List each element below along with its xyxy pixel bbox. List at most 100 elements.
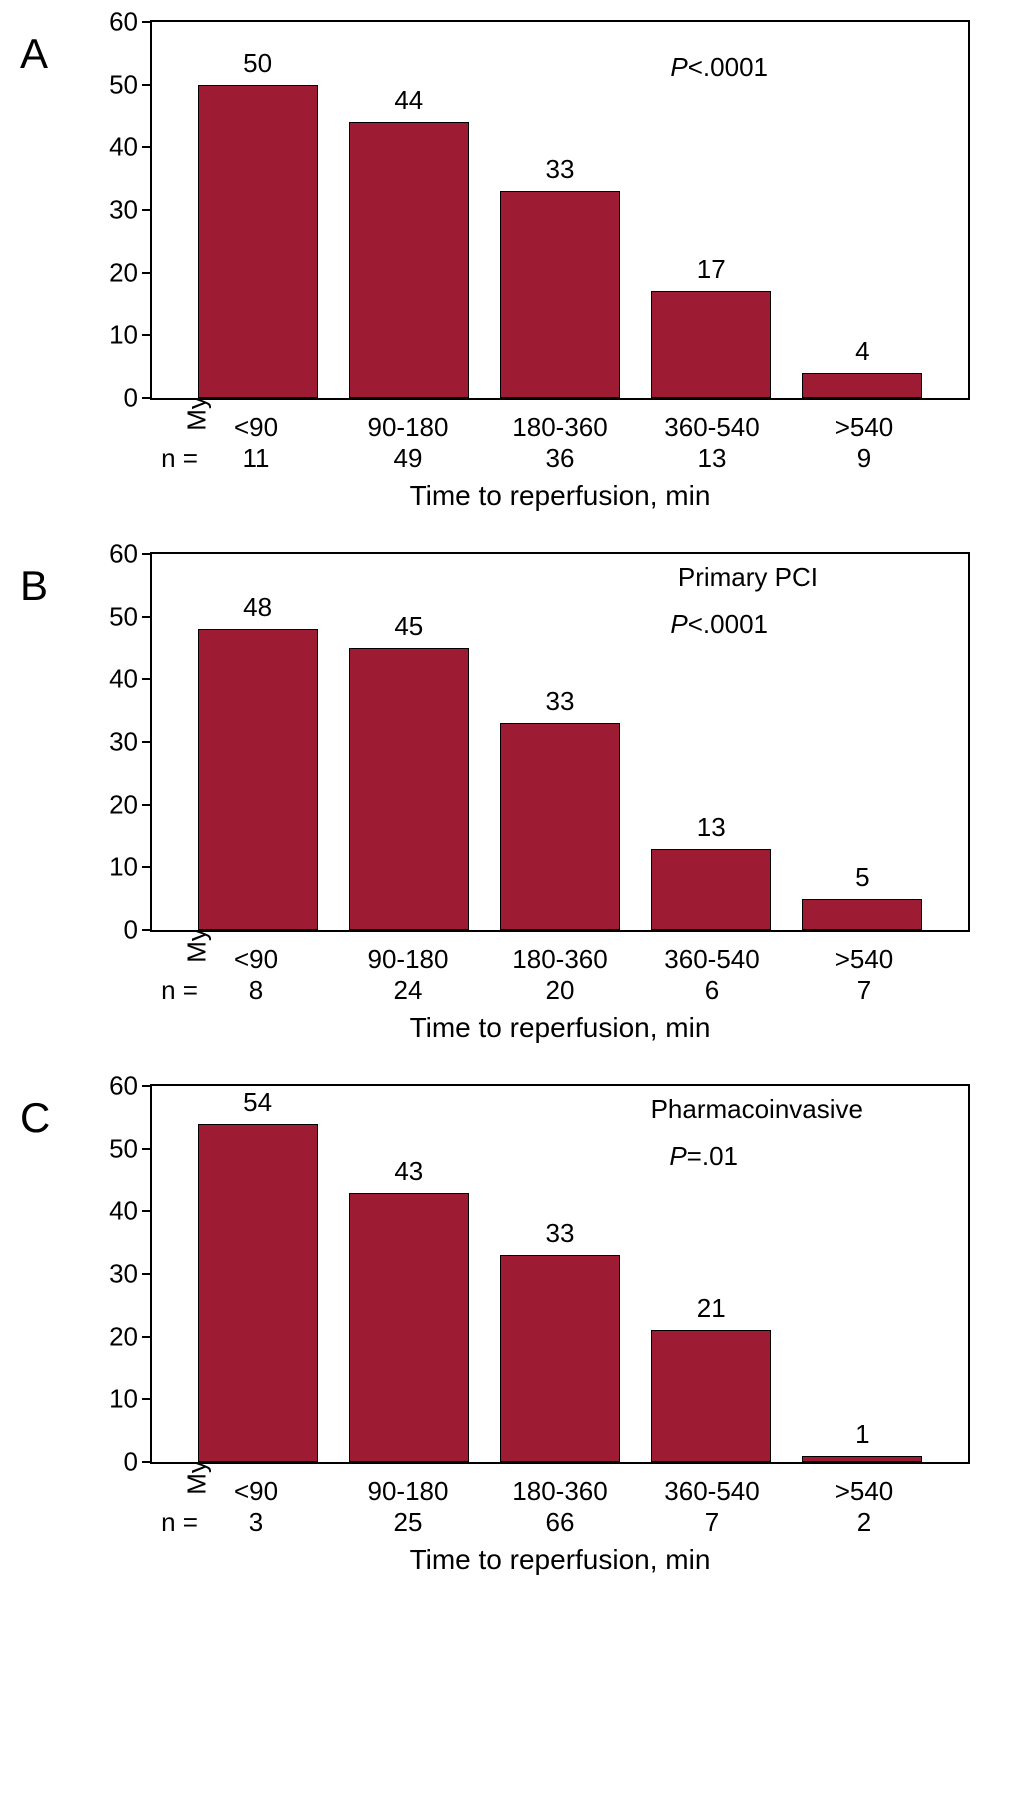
y-tick-label: 0 bbox=[124, 383, 138, 414]
y-tick bbox=[142, 84, 152, 86]
n-value: 20 bbox=[484, 975, 636, 1006]
n-value: 25 bbox=[332, 1507, 484, 1538]
bar-slot: 13 bbox=[636, 554, 787, 930]
y-tick bbox=[142, 1336, 152, 1338]
bar-slot: 5 bbox=[787, 554, 938, 930]
n-value: 66 bbox=[484, 1507, 636, 1538]
n-value: 9 bbox=[788, 443, 940, 474]
n-row-C: 3256672 bbox=[150, 1507, 970, 1538]
plot-box-B: Primary PCI P<.0001 01020304050604845331… bbox=[150, 552, 970, 932]
bar bbox=[802, 899, 922, 930]
bar bbox=[198, 1124, 318, 1462]
n-row-wrap-B: n = 8242067 bbox=[90, 975, 1004, 1006]
bar-value-label: 48 bbox=[243, 592, 272, 623]
bar bbox=[198, 629, 318, 930]
y-tick-label: 10 bbox=[109, 852, 138, 883]
bar bbox=[651, 291, 771, 398]
bar-value-label: 33 bbox=[546, 1218, 575, 1249]
x-tick-row-A: <9090-180180-360360-540>540 bbox=[150, 412, 970, 443]
y-tick bbox=[142, 1210, 152, 1212]
plot-box-A: P<.0001 0102030405060504433174 bbox=[150, 20, 970, 400]
y-tick-label: 40 bbox=[109, 132, 138, 163]
n-row-wrap-A: n = 114936139 bbox=[90, 443, 1004, 474]
bar-slot: 43 bbox=[333, 1086, 484, 1462]
bar-slot: 44 bbox=[333, 22, 484, 398]
y-tick bbox=[142, 334, 152, 336]
bar-slot: 50 bbox=[182, 22, 333, 398]
plot-box-C: Pharmacoinvasive P=.01 01020304050605443… bbox=[150, 1084, 970, 1464]
y-tick-label: 20 bbox=[109, 257, 138, 288]
bar-slot: 48 bbox=[182, 554, 333, 930]
y-tick-label: 60 bbox=[109, 7, 138, 38]
bar-value-label: 43 bbox=[394, 1156, 423, 1187]
y-tick-label: 0 bbox=[124, 915, 138, 946]
bar-value-label: 4 bbox=[855, 336, 869, 367]
x-category-label: 360-540 bbox=[636, 944, 788, 975]
bar bbox=[349, 122, 469, 398]
y-tick bbox=[142, 553, 152, 555]
y-tick bbox=[142, 209, 152, 211]
panel-A: A Myocardial salvage index, % P<.0001 01… bbox=[20, 20, 1004, 512]
y-tick-label: 40 bbox=[109, 1196, 138, 1227]
n-row-B: 8242067 bbox=[150, 975, 970, 1006]
y-tick-label: 40 bbox=[109, 664, 138, 695]
x-category-label: 360-540 bbox=[636, 1476, 788, 1507]
bar-value-label: 33 bbox=[546, 154, 575, 185]
bar bbox=[500, 191, 620, 398]
n-value: 24 bbox=[332, 975, 484, 1006]
y-tick-label: 0 bbox=[124, 1447, 138, 1478]
bar-value-label: 5 bbox=[855, 862, 869, 893]
n-value: 36 bbox=[484, 443, 636, 474]
y-tick-label: 10 bbox=[109, 320, 138, 351]
bar-value-label: 33 bbox=[546, 686, 575, 717]
y-tick-label: 60 bbox=[109, 1071, 138, 1102]
x-category-label: 90-180 bbox=[332, 1476, 484, 1507]
x-category-label: >540 bbox=[788, 412, 940, 443]
n-value: 13 bbox=[636, 443, 788, 474]
bar bbox=[349, 1193, 469, 1462]
panel-label-B: B bbox=[20, 562, 48, 610]
y-tick bbox=[142, 616, 152, 618]
x-category-label: 90-180 bbox=[332, 944, 484, 975]
bar-value-label: 50 bbox=[243, 48, 272, 79]
bar-slot: 33 bbox=[484, 1086, 635, 1462]
chart-wrap-B: Myocardial salvage index, % Primary PCI … bbox=[90, 552, 1004, 1044]
x-tick-row-C: <9090-180180-360360-540>540 bbox=[150, 1476, 970, 1507]
y-tick-label: 20 bbox=[109, 1321, 138, 1352]
y-tick bbox=[142, 397, 152, 399]
bar-slot: 33 bbox=[484, 22, 635, 398]
bar-value-label: 17 bbox=[697, 254, 726, 285]
bar-value-label: 44 bbox=[394, 85, 423, 116]
bar bbox=[802, 373, 922, 398]
bar-slot: 21 bbox=[636, 1086, 787, 1462]
y-tick bbox=[142, 929, 152, 931]
n-row-A: 114936139 bbox=[150, 443, 970, 474]
panel-C: C Myocardial salvage index, % Pharmacoin… bbox=[20, 1084, 1004, 1576]
figure-container: A Myocardial salvage index, % P<.0001 01… bbox=[20, 20, 1004, 1576]
bar-value-label: 45 bbox=[394, 611, 423, 642]
bar-value-label: 21 bbox=[697, 1293, 726, 1324]
bar bbox=[500, 1255, 620, 1462]
y-tick-label: 60 bbox=[109, 539, 138, 570]
bar-slot: 1 bbox=[787, 1086, 938, 1462]
y-tick bbox=[142, 1398, 152, 1400]
bar-slot: 17 bbox=[636, 22, 787, 398]
bar bbox=[651, 1330, 771, 1462]
x-axis-label: Time to reperfusion, min bbox=[150, 480, 970, 512]
panel-label-C: C bbox=[20, 1094, 50, 1142]
x-category-label: 180-360 bbox=[484, 412, 636, 443]
y-tick-label: 30 bbox=[109, 727, 138, 758]
y-tick bbox=[142, 741, 152, 743]
y-tick-label: 30 bbox=[109, 1259, 138, 1290]
x-category-label: 360-540 bbox=[636, 412, 788, 443]
y-tick-label: 30 bbox=[109, 195, 138, 226]
y-tick bbox=[142, 272, 152, 274]
panel-label-A: A bbox=[20, 30, 48, 78]
bars-area: 544333211 bbox=[152, 1086, 968, 1462]
x-axis-label: Time to reperfusion, min bbox=[150, 1544, 970, 1576]
y-tick-label: 50 bbox=[109, 1133, 138, 1164]
x-category-label: >540 bbox=[788, 1476, 940, 1507]
x-category-label: 180-360 bbox=[484, 1476, 636, 1507]
y-tick-label: 10 bbox=[109, 1384, 138, 1415]
y-tick bbox=[142, 678, 152, 680]
